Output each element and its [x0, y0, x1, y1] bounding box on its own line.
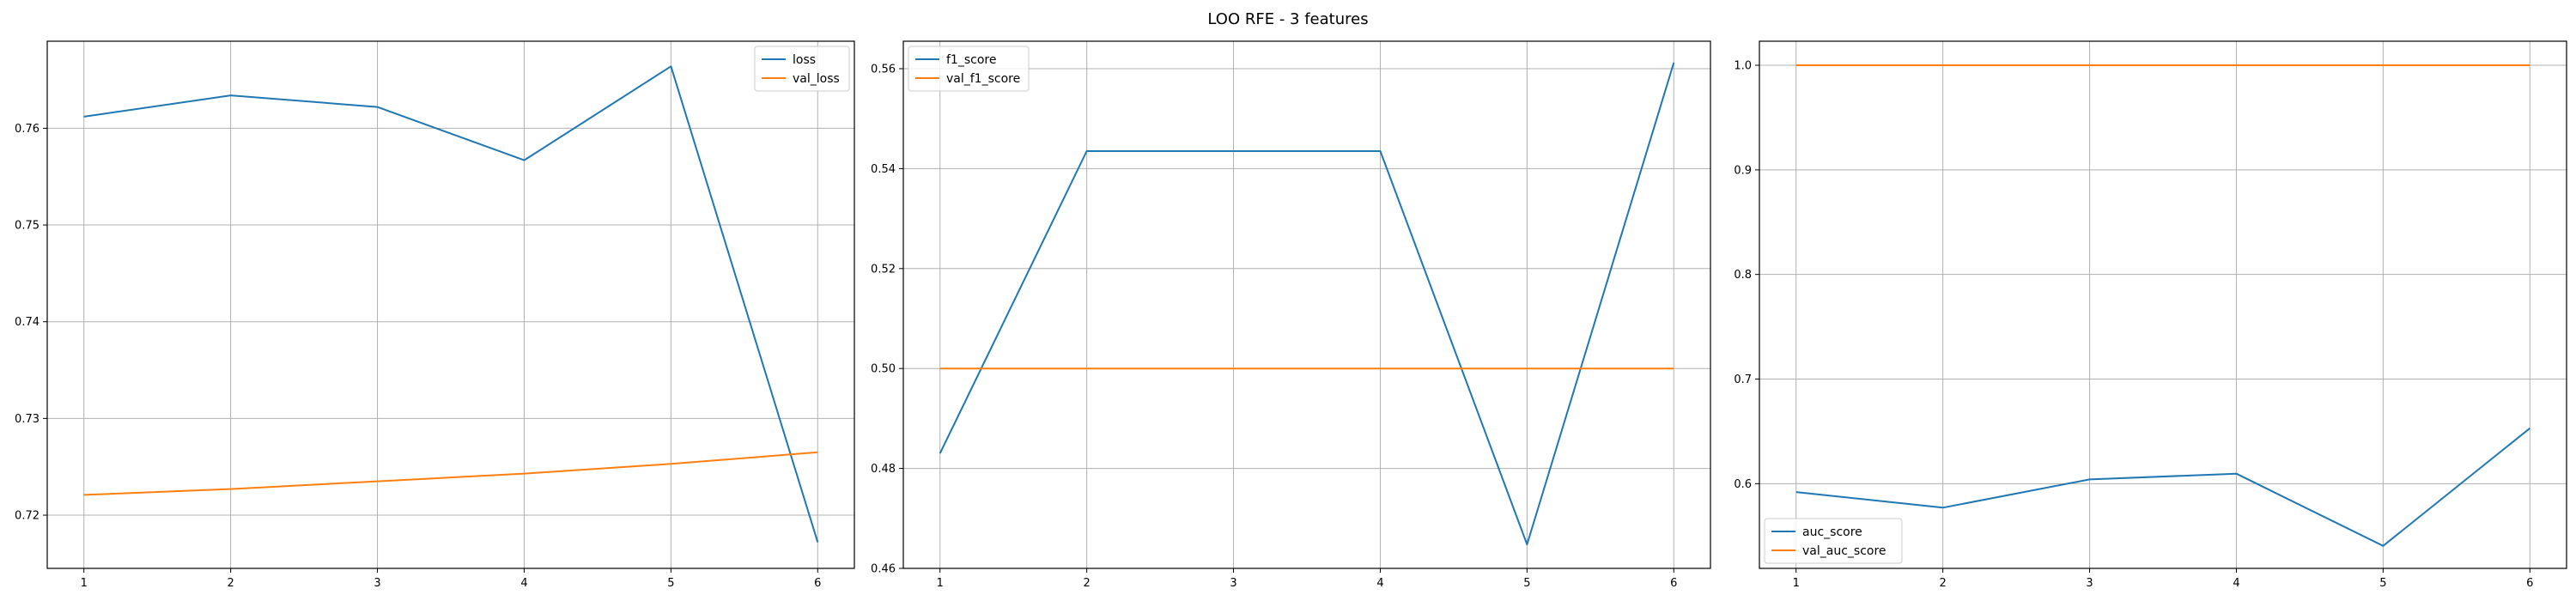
y-tick-label: 0.76 [15, 123, 39, 136]
x-tick-label: 4 [2233, 577, 2239, 590]
legend-box [1764, 518, 1903, 564]
x-tick-label: 2 [1939, 577, 1946, 590]
x-tick-label: 2 [227, 577, 234, 590]
y-tick-label: 0.6 [1734, 478, 1752, 491]
y-tick-label: 0.7 [1734, 373, 1752, 386]
x-tick-label: 6 [2526, 577, 2533, 590]
y-tick-label: 0.75 [15, 220, 39, 233]
subplot-3: 1 2 3 4 5 6 0.6 0.7 0.8 0.9 1.0 auc_score val_auc_sc… [1734, 40, 2567, 590]
axes-frame [1759, 40, 2567, 569]
series-line-loss [83, 65, 819, 543]
legend-label: f1_score [946, 53, 996, 67]
x-tick-label: 5 [2379, 577, 2386, 590]
y-tick-label: 0.54 [871, 163, 896, 176]
axes-frame [46, 40, 855, 569]
subplot-1: 1 2 3 4 5 6 0.72 0.73 0.74 0.75 0.76 loss val_loss [15, 40, 855, 590]
y-tick-label: 0.9 [1734, 164, 1752, 177]
legend: f1_score val_f1_score [908, 46, 1030, 92]
x-tick-label: 5 [667, 577, 674, 590]
x-tick-label: 1 [81, 577, 88, 590]
x-tick-label: 3 [374, 577, 380, 590]
x-tick-label: 1 [937, 577, 944, 590]
y-tick-label: 0.48 [871, 463, 896, 476]
x-tick-label: 4 [1376, 577, 1383, 590]
y-tick-label: 0.8 [1734, 269, 1752, 282]
x-tick-label: 1 [1793, 577, 1800, 590]
subplot-2: 1 2 3 4 5 6 0.46 0.48 0.50 0.52 0.54 0.56 f1_scoreva… [871, 40, 1711, 590]
y-tick-label: 0.50 [871, 363, 896, 376]
x-tick-label: 2 [1083, 577, 1090, 590]
legend-label: loss [793, 53, 816, 67]
legend-label: val_auc_score [1802, 544, 1886, 558]
x-tick-label: 6 [814, 577, 821, 590]
x-tick-label: 4 [520, 577, 527, 590]
y-tick-label: 0.72 [15, 510, 39, 523]
figure-title: LOO RFE - 3 features [1207, 10, 1368, 28]
y-tick-label: 0.56 [871, 64, 896, 76]
series-line-f1-score [939, 62, 1675, 546]
legend: auc_score val_auc_score [1764, 518, 1903, 564]
y-tick-label: 0.52 [871, 263, 896, 276]
series-line-auc-score [1795, 428, 2530, 547]
y-tick-label: 0.74 [15, 316, 39, 329]
legend-box [908, 46, 1030, 92]
x-tick-label: 3 [1230, 577, 1236, 590]
legend-label: val_f1_score [946, 72, 1020, 86]
legend-label: val_loss [793, 72, 840, 86]
legend: loss val_loss [754, 46, 850, 92]
x-tick-label: 5 [1523, 577, 1530, 590]
series-line-val-loss [83, 451, 818, 496]
legend-box [754, 46, 850, 92]
x-tick-label: 6 [1670, 577, 1677, 590]
axes-frame [902, 40, 1711, 569]
legend-label: auc_score [1802, 525, 1862, 539]
y-tick-label: 0.73 [15, 413, 39, 426]
x-tick-label: 3 [2086, 577, 2093, 590]
y-tick-label: 0.46 [871, 563, 896, 576]
y-tick-label: 1.0 [1734, 60, 1752, 73]
